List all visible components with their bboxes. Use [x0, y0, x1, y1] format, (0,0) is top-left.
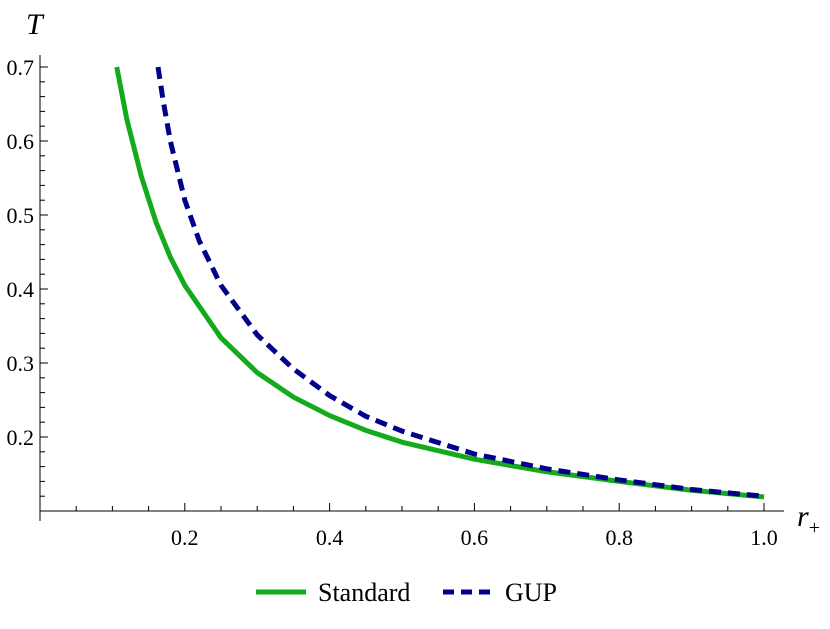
y-tick-label: 0.7 [7, 55, 35, 80]
y-axis-title: T [26, 8, 45, 41]
x-axis-title-main: r [797, 500, 809, 533]
series-line-standard [114, 66, 765, 500]
legend-label-standard: Standard [318, 578, 410, 607]
y-ticks: 0.2 0.3 0.4 0.5 0.6 0.7 [7, 55, 48, 512]
y-tick-label: 0.4 [7, 277, 35, 302]
y-tick-label: 0.6 [7, 129, 35, 154]
x-axis-title-subscript: + [809, 517, 820, 539]
y-tick-label: 0.3 [7, 351, 35, 376]
legend-label-gup: GUP [505, 578, 557, 607]
legend: Standard GUP [256, 578, 557, 607]
x-tick-label: 0.6 [461, 525, 489, 550]
x-axis-title: r+ [797, 500, 820, 539]
y-tick-label: 0.2 [7, 425, 35, 450]
axes: 0.2 0.4 0.6 0.8 1.0 0.2 0.3 0.4 0.5 0.6 0.7 [7, 55, 784, 550]
series-line-gup [155, 66, 765, 499]
x-ticks: 0.2 0.4 0.6 0.8 1.0 [75, 503, 778, 550]
series-layer [114, 66, 765, 500]
y-tick-label: 0.5 [7, 203, 35, 228]
x-tick-label: 0.2 [171, 525, 199, 550]
x-tick-label: 0.4 [316, 525, 344, 550]
x-tick-label: 0.8 [605, 525, 633, 550]
x-tick-label: 1.0 [750, 525, 778, 550]
